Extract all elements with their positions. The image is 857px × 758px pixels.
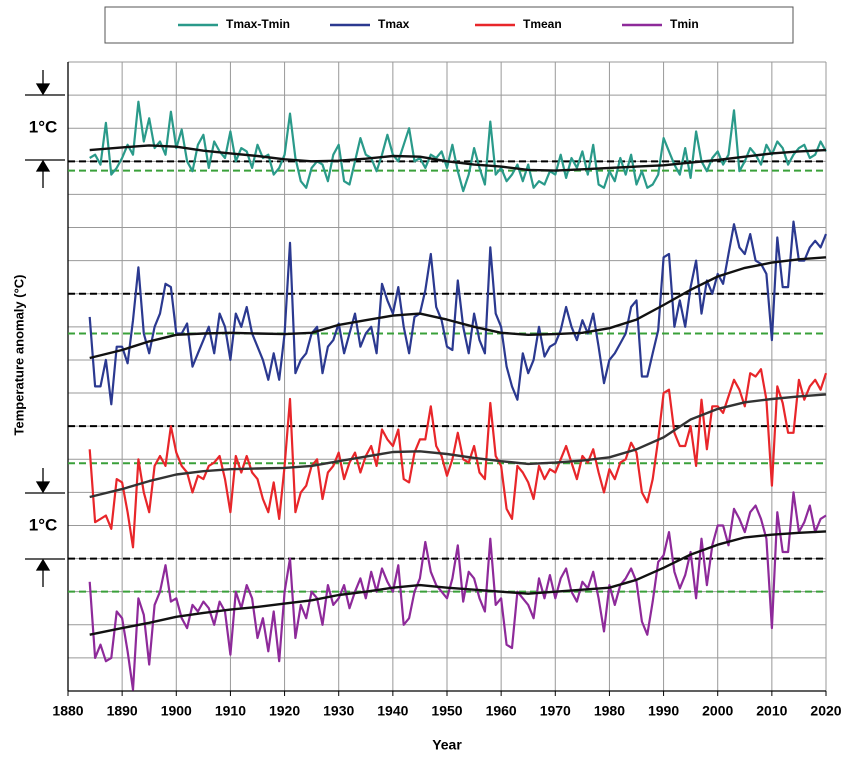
legend-label: Tmax [378,17,410,31]
y-axis-label: Temperature anomaly (°C) [11,275,26,436]
smoothed-line [89,256,827,360]
x-tick-label: 1970 [540,703,571,719]
data-line [88,368,828,549]
x-tick-label: 1990 [648,703,679,719]
x-tick-label: 1950 [431,703,462,719]
legend-label: Tmax-Tmin [226,17,290,31]
scale-label: 1°C [29,515,58,534]
x-tick-label: 1890 [107,703,138,719]
x-tick-label: 1920 [269,703,300,719]
legend-box [104,6,794,44]
x-tick-label: 1900 [161,703,192,719]
x-tick-label: 2020 [810,703,841,719]
x-tick-label: 1960 [486,703,517,719]
x-tick-label: 2000 [702,703,733,719]
data-line [88,220,828,406]
scale-bar [25,70,65,587]
x-tick-label: 2010 [756,703,787,719]
x-tick-label: 1930 [323,703,354,719]
legend-label: Tmin [670,17,699,31]
legend-label: Tmean [523,17,562,31]
smoothed-line [89,144,827,172]
smoothed-line [89,393,827,499]
x-tick-label: 1880 [52,703,83,719]
x-tick-label: 1940 [377,703,408,719]
x-axis-label: Year [432,737,462,753]
smoothed-line [89,530,827,636]
scale-label: 1°C [29,117,58,136]
data-line [88,491,827,691]
x-tick-label: 1910 [215,703,246,719]
x-tick-label: 1980 [594,703,625,719]
data-line [89,100,827,193]
